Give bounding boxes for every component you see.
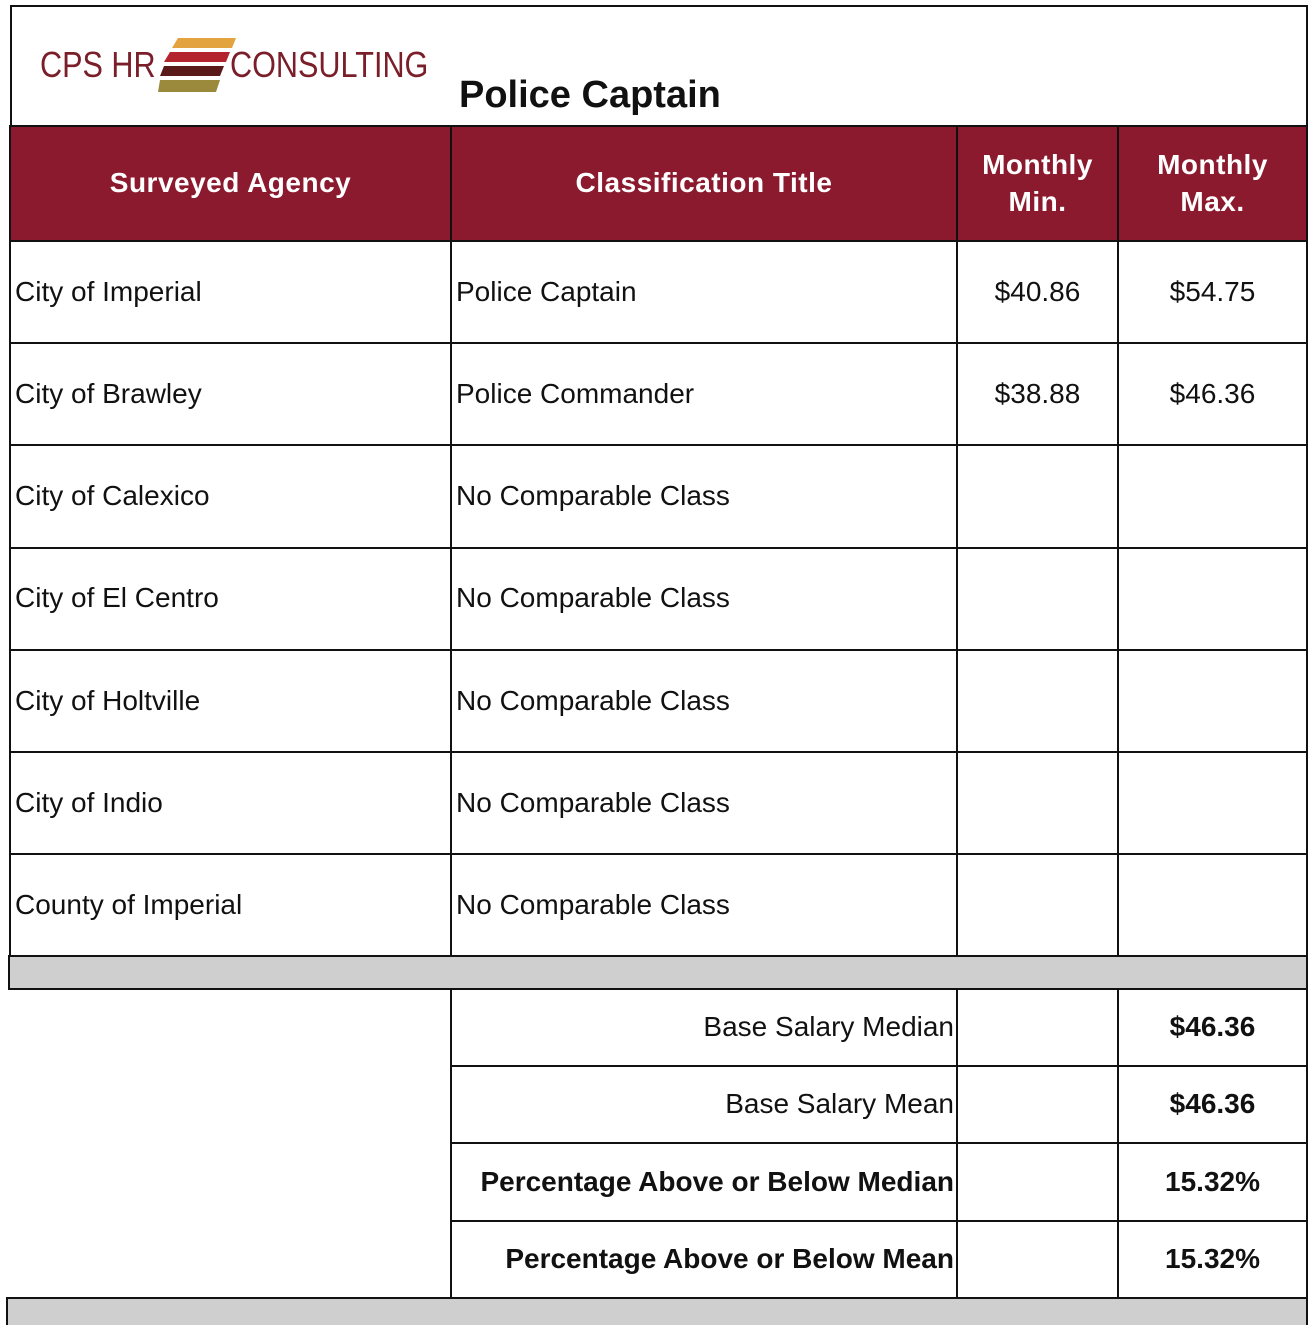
summary-label: Percentage Above or Below Median xyxy=(450,1142,958,1222)
summary-value: $46.36 xyxy=(1117,988,1308,1067)
column-header: Surveyed Agency xyxy=(9,125,452,242)
table-cell: City of Holtville xyxy=(9,648,452,753)
table-cell: No Comparable Class xyxy=(450,751,958,856)
empty-cell xyxy=(956,1220,1119,1299)
table-cell: No Comparable Class xyxy=(450,853,958,958)
page-title: Police Captain xyxy=(459,74,721,116)
column-header: Classification Title xyxy=(450,125,958,242)
summary-value: $46.36 xyxy=(1117,1065,1308,1144)
summary-value: 15.32% xyxy=(1117,1142,1308,1222)
empty-cell xyxy=(956,648,1119,753)
table-cell: City of Indio xyxy=(9,751,452,856)
logo-icon xyxy=(158,38,236,92)
table-cell: City of El Centro xyxy=(9,546,452,651)
table-cell: City of Calexico xyxy=(9,444,452,549)
summary-label: Percentage Above or Below Mean xyxy=(450,1220,958,1299)
table-cell: $40.86 xyxy=(956,240,1119,345)
empty-cell xyxy=(1117,751,1308,856)
table-cell: No Comparable Class xyxy=(450,444,958,549)
table-cell: No Comparable Class xyxy=(450,546,958,651)
separator-band xyxy=(8,955,1308,990)
empty-cell xyxy=(956,1065,1119,1144)
empty-cell xyxy=(956,546,1119,651)
summary-value: 15.32% xyxy=(1117,1220,1308,1299)
empty-cell xyxy=(1117,648,1308,753)
header-box xyxy=(10,5,1308,127)
empty-cell xyxy=(1117,853,1308,958)
table-cell: Police Captain xyxy=(450,240,958,345)
column-header: Monthly Max. xyxy=(1117,125,1308,242)
empty-cell xyxy=(1117,546,1308,651)
table-cell: City of Imperial xyxy=(9,240,452,345)
summary-label: Base Salary Median xyxy=(450,988,958,1067)
empty-cell xyxy=(956,751,1119,856)
empty-cell xyxy=(956,444,1119,549)
empty-cell xyxy=(956,988,1119,1067)
table-cell: $46.36 xyxy=(1117,342,1308,447)
footer-band xyxy=(6,1297,1308,1325)
summary-label: Base Salary Mean xyxy=(450,1065,958,1144)
table-cell: County of Imperial xyxy=(9,853,452,958)
table-cell: $38.88 xyxy=(956,342,1119,447)
logo-left: CPS HR xyxy=(40,44,156,85)
logo-right: CONSULTING xyxy=(230,44,429,85)
table-cell: $54.75 xyxy=(1117,240,1308,345)
empty-cell xyxy=(1117,444,1308,549)
column-header: Monthly Min. xyxy=(956,125,1119,242)
table-cell: No Comparable Class xyxy=(450,648,958,753)
empty-cell xyxy=(956,853,1119,958)
table-cell: City of Brawley xyxy=(9,342,452,447)
empty-cell xyxy=(956,1142,1119,1222)
table-cell: Police Commander xyxy=(450,342,958,447)
